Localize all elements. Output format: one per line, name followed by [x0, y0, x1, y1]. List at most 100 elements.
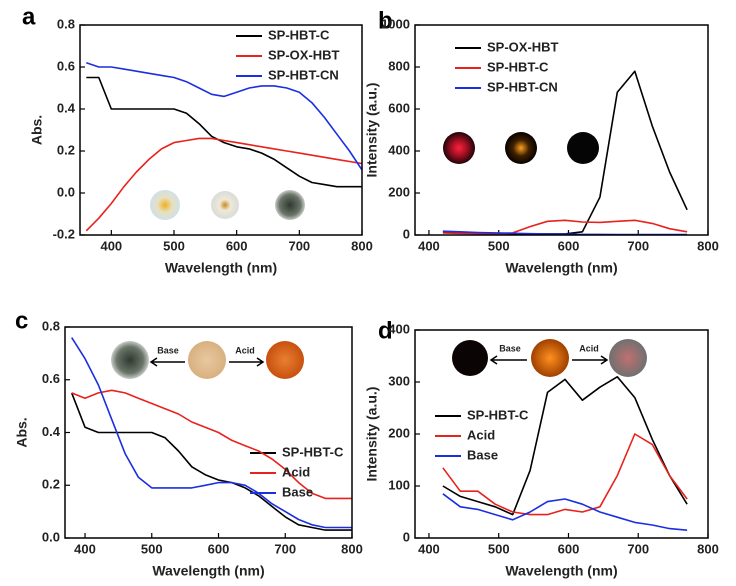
- x-tick-label: 600: [208, 541, 230, 556]
- sample-photo: [150, 190, 180, 220]
- sample-photo: [211, 191, 239, 219]
- y-tick-label: 0: [403, 226, 410, 241]
- x-axis-label: Wavelength (nm): [165, 260, 277, 276]
- y-tick-label: 400: [388, 142, 410, 157]
- sample-photo: [452, 340, 488, 376]
- x-tick-label: 400: [418, 541, 440, 556]
- x-tick-label: 700: [288, 238, 310, 253]
- y-tick-label: 0: [403, 529, 410, 544]
- series-line: [71, 389, 352, 500]
- insets: [111, 132, 647, 379]
- x-tick-label: 500: [163, 238, 185, 253]
- legend-label: SP-HBT-CN: [268, 67, 339, 82]
- legend-label: Acid: [282, 464, 310, 479]
- x-axis-label: Wavelength (nm): [505, 563, 617, 579]
- y-tick-label: 0.2: [57, 142, 75, 157]
- y-axis-label: Abs.: [29, 115, 45, 145]
- series-line: [442, 376, 688, 516]
- panel-label: a: [22, 3, 36, 30]
- y-axis-label: Intensity (a.u.): [364, 387, 380, 482]
- x-tick-label: 800: [697, 238, 719, 253]
- plot-frame: [414, 24, 709, 236]
- sample-photo: [531, 339, 569, 377]
- panel-label: c: [15, 307, 28, 334]
- panel-label: d: [378, 317, 393, 344]
- series-line: [71, 337, 352, 529]
- x-axis-label: Wavelength (nm): [505, 260, 617, 276]
- legend-label: SP-HBT-C: [282, 444, 344, 459]
- x-tick-label: 500: [488, 238, 510, 253]
- legend-label: Acid: [467, 427, 495, 442]
- series-line: [442, 70, 688, 235]
- series-line: [86, 76, 362, 188]
- x-tick-label: 400: [100, 238, 122, 253]
- series-line: [70, 392, 352, 531]
- sample-photo: [188, 341, 226, 379]
- sample-photo: [505, 132, 537, 164]
- series-line: [442, 493, 688, 531]
- series-line: [86, 62, 363, 171]
- y-tick-label: 0.8: [42, 318, 60, 333]
- x-tick-label: 500: [488, 541, 510, 556]
- legend-label: SP-HBT-C: [487, 59, 549, 74]
- y-tick-label: 0.0: [42, 529, 60, 544]
- y-tick-label: 100: [388, 477, 410, 492]
- y-tick-label: 400: [388, 321, 410, 336]
- x-tick-label: 800: [697, 541, 719, 556]
- y-tick-label: 0.4: [57, 100, 76, 115]
- arrows: [149, 355, 609, 367]
- y-tick-label: 200: [388, 425, 410, 440]
- series-line: [442, 219, 688, 235]
- y-axis-label: Intensity (a.u.): [364, 83, 380, 178]
- sample-photo: [567, 132, 599, 164]
- plot-frame: [414, 329, 709, 539]
- annotation: Acid: [579, 343, 599, 353]
- y-tick-label: 0.2: [42, 477, 60, 492]
- sample-photo: [443, 132, 475, 164]
- y-axis-label: Abs.: [14, 417, 30, 447]
- y-tick-label: 0.6: [42, 371, 60, 386]
- y-tick-label: 0.6: [57, 58, 75, 73]
- x-tick-label: 400: [418, 238, 440, 253]
- sample-photo: [609, 339, 647, 377]
- annotation: Acid: [235, 345, 255, 355]
- legend-label: SP-HBT-C: [467, 407, 529, 422]
- x-tick-label: 600: [558, 238, 580, 253]
- annotation: Base: [499, 343, 521, 353]
- y-tick-label: 300: [388, 373, 410, 388]
- sample-photo: [266, 341, 304, 379]
- legend-label: SP-HBT-CN: [487, 79, 558, 94]
- series-line: [85, 137, 363, 232]
- series-line: [442, 433, 688, 516]
- x-tick-label: 700: [627, 541, 649, 556]
- y-tick-label: -0.2: [53, 226, 75, 241]
- x-tick-label: 600: [558, 541, 580, 556]
- y-tick-label: 800: [388, 58, 410, 73]
- y-tick-label: 600: [388, 100, 410, 115]
- legend-label: SP-OX-HBT: [268, 47, 340, 62]
- x-axis-label: Wavelength (nm): [152, 563, 264, 579]
- annotation: Base: [157, 345, 179, 355]
- x-tick-label: 800: [351, 238, 373, 253]
- x-tick-label: 400: [74, 541, 96, 556]
- y-tick-label: 1000: [381, 16, 410, 31]
- y-tick-label: 200: [388, 184, 410, 199]
- plot-frame: [79, 24, 363, 236]
- sample-photo: [275, 190, 305, 220]
- x-tick-label: 700: [274, 541, 296, 556]
- x-tick-label: 600: [226, 238, 248, 253]
- legend-label: Base: [467, 447, 498, 462]
- x-tick-label: 700: [627, 238, 649, 253]
- legend-label: SP-HBT-C: [268, 27, 330, 42]
- y-tick-label: 0.8: [57, 16, 75, 31]
- x-tick-label: 500: [141, 541, 163, 556]
- sample-photo: [111, 341, 149, 379]
- x-tick-label: 800: [341, 541, 363, 556]
- legend-label: SP-OX-HBT: [487, 39, 559, 54]
- y-tick-label: 0.4: [42, 424, 61, 439]
- plot-frame: [64, 326, 353, 539]
- panel-label: b: [378, 7, 393, 34]
- legend-label: Base: [282, 484, 313, 499]
- y-tick-label: 0.0: [57, 184, 75, 199]
